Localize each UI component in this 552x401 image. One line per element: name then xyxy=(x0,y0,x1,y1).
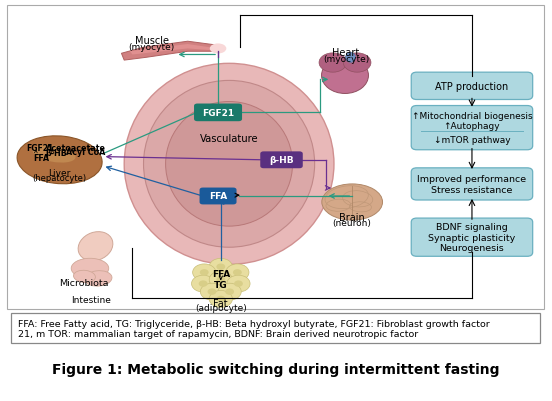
Text: β-HB: β-HB xyxy=(46,149,68,158)
FancyBboxPatch shape xyxy=(411,219,533,257)
Text: (hepatocyte): (hepatocyte) xyxy=(32,174,86,183)
Text: Intestine: Intestine xyxy=(71,295,111,304)
Text: ↓mTOR pathway: ↓mTOR pathway xyxy=(434,136,510,144)
Ellipse shape xyxy=(343,54,371,73)
Ellipse shape xyxy=(166,102,293,227)
Text: ATP production: ATP production xyxy=(436,82,508,91)
Circle shape xyxy=(233,269,242,276)
Polygon shape xyxy=(121,42,218,61)
Circle shape xyxy=(209,291,232,308)
Circle shape xyxy=(216,277,225,283)
FancyBboxPatch shape xyxy=(411,73,533,100)
Ellipse shape xyxy=(124,64,334,265)
Ellipse shape xyxy=(321,58,369,94)
Text: (neuron): (neuron) xyxy=(333,219,371,227)
Ellipse shape xyxy=(71,259,109,279)
Ellipse shape xyxy=(210,44,226,54)
Ellipse shape xyxy=(346,53,355,63)
Circle shape xyxy=(192,275,215,292)
Text: FFA: FFA xyxy=(209,192,227,201)
Text: FFA: Free Fatty acid, TG: Triglyceride, β-HB: Beta hydroxyl butyrate, FGF21: Fib: FFA: Free Fatty acid, TG: Triglyceride, … xyxy=(18,319,490,338)
Text: Acyl CoA: Acyl CoA xyxy=(66,148,105,157)
Text: Improved performance
Stress resistance: Improved performance Stress resistance xyxy=(417,175,527,194)
FancyBboxPatch shape xyxy=(261,152,302,169)
FancyBboxPatch shape xyxy=(411,106,533,150)
Ellipse shape xyxy=(78,232,113,261)
Circle shape xyxy=(216,264,225,270)
Circle shape xyxy=(193,264,216,281)
Bar xyxy=(11,313,540,343)
Text: Brain: Brain xyxy=(339,213,365,222)
Text: BDNF signaling
Synaptic plasticity
Neurogenesis: BDNF signaling Synaptic plasticity Neuro… xyxy=(428,223,516,253)
Text: Liver: Liver xyxy=(48,169,70,178)
Text: Muscle: Muscle xyxy=(135,36,169,46)
Text: TG: TG xyxy=(214,280,227,289)
Text: Vasculature: Vasculature xyxy=(200,134,258,143)
Ellipse shape xyxy=(84,271,112,286)
Circle shape xyxy=(209,259,232,275)
Circle shape xyxy=(200,269,209,276)
Circle shape xyxy=(218,284,241,300)
Circle shape xyxy=(208,289,216,295)
Text: Fat: Fat xyxy=(214,298,228,308)
Text: FGF21: FGF21 xyxy=(202,109,234,117)
Ellipse shape xyxy=(33,146,76,163)
Ellipse shape xyxy=(17,136,102,184)
Text: FFA: FFA xyxy=(33,154,49,162)
FancyBboxPatch shape xyxy=(194,104,242,122)
Text: FFA: FFA xyxy=(211,270,230,279)
Text: Acetoacetate: Acetoacetate xyxy=(46,144,106,153)
Ellipse shape xyxy=(322,184,383,221)
Circle shape xyxy=(234,281,243,287)
Circle shape xyxy=(209,271,232,288)
Text: Microbiota: Microbiota xyxy=(59,278,109,287)
Text: (myocyte): (myocyte) xyxy=(323,55,369,64)
Text: β-HB: β-HB xyxy=(269,156,294,165)
Circle shape xyxy=(225,289,234,295)
Ellipse shape xyxy=(73,271,95,283)
Text: (myocyte): (myocyte) xyxy=(129,43,175,52)
Text: ↑Mitochondrial biogenesis
↑Autophagy: ↑Mitochondrial biogenesis ↑Autophagy xyxy=(412,111,532,131)
Polygon shape xyxy=(130,45,215,55)
Bar xyxy=(7,6,544,309)
Text: Figure 1: Metabolic switching during intermittent fasting: Figure 1: Metabolic switching during int… xyxy=(52,362,500,376)
FancyBboxPatch shape xyxy=(200,188,236,205)
Text: (adipocyte): (adipocyte) xyxy=(195,304,247,312)
Circle shape xyxy=(216,296,225,302)
Circle shape xyxy=(199,281,208,287)
Circle shape xyxy=(227,275,250,292)
Text: Heart: Heart xyxy=(332,49,360,58)
FancyBboxPatch shape xyxy=(411,168,533,200)
Ellipse shape xyxy=(144,81,315,247)
Circle shape xyxy=(226,264,249,281)
Ellipse shape xyxy=(319,54,347,73)
Text: FGF21: FGF21 xyxy=(26,144,54,153)
Circle shape xyxy=(200,284,224,300)
